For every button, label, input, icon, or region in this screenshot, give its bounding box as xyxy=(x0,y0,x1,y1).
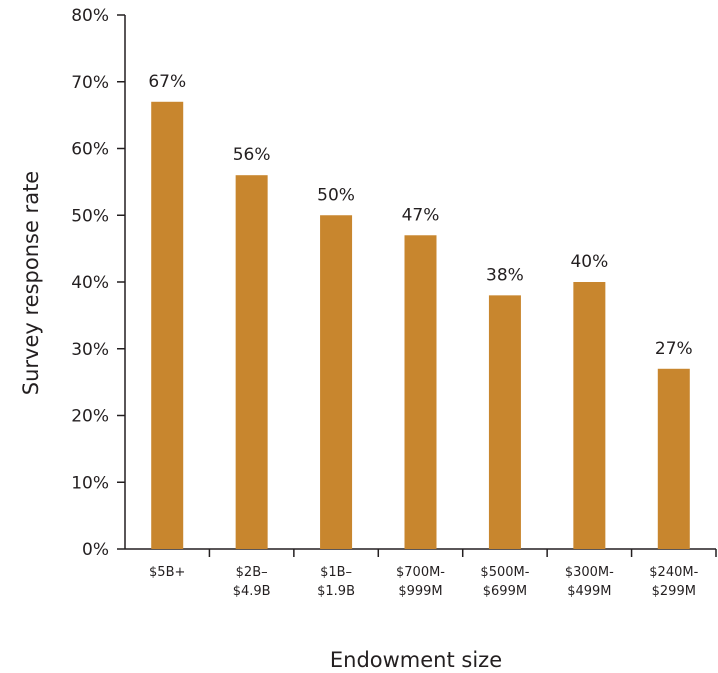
bar xyxy=(151,101,184,550)
data-label: 50% xyxy=(317,185,355,205)
y-tick-label: 30% xyxy=(71,340,109,360)
y-axis-title: Survey response rate xyxy=(19,171,43,395)
bar xyxy=(657,368,690,549)
x-tick-label: $500M-$699M xyxy=(480,565,529,599)
data-labels: 67% 56% 50% 47% 38% 40% 27% xyxy=(148,72,692,359)
bar xyxy=(488,295,521,549)
x-tick-label: $2B– $4.9B xyxy=(233,565,271,599)
data-label: 27% xyxy=(655,339,693,359)
data-label: 56% xyxy=(233,145,271,165)
y-tick-label: 50% xyxy=(71,206,109,226)
y-tick-label: 60% xyxy=(71,140,109,160)
y-tick-label: 70% xyxy=(71,73,109,93)
x-axis-title: Endowment size xyxy=(330,648,502,672)
bars xyxy=(151,101,690,550)
x-tick-label: $700M-$999M xyxy=(396,565,445,599)
data-label: 67% xyxy=(148,72,186,92)
data-label: 40% xyxy=(570,252,608,272)
y-tick-label: 80% xyxy=(71,6,109,26)
y-axis: 0% 10% 20% 30% 40% 50% 60% 70% 80% xyxy=(71,6,126,560)
data-label: 38% xyxy=(486,265,524,285)
bar xyxy=(573,282,606,549)
y-tick-label: 20% xyxy=(71,407,109,427)
x-tick-label: $240M-$299M xyxy=(649,565,698,599)
y-tick-label: 10% xyxy=(71,473,109,493)
bar xyxy=(320,215,353,549)
x-tick-label: $300M-$499M xyxy=(565,565,614,599)
data-label: 47% xyxy=(402,205,440,225)
x-tick-label: $5B+ xyxy=(149,565,185,580)
bar xyxy=(404,235,437,549)
bar xyxy=(235,175,268,549)
y-tick-label: 40% xyxy=(71,273,109,293)
x-axis: $5B+ $2B– $4.9B $1B– $1.9B $700M-$999M $500M-$… xyxy=(125,548,717,599)
y-tick-label: 0% xyxy=(82,540,109,560)
x-tick-label: $1B– $1.9B xyxy=(317,565,355,599)
